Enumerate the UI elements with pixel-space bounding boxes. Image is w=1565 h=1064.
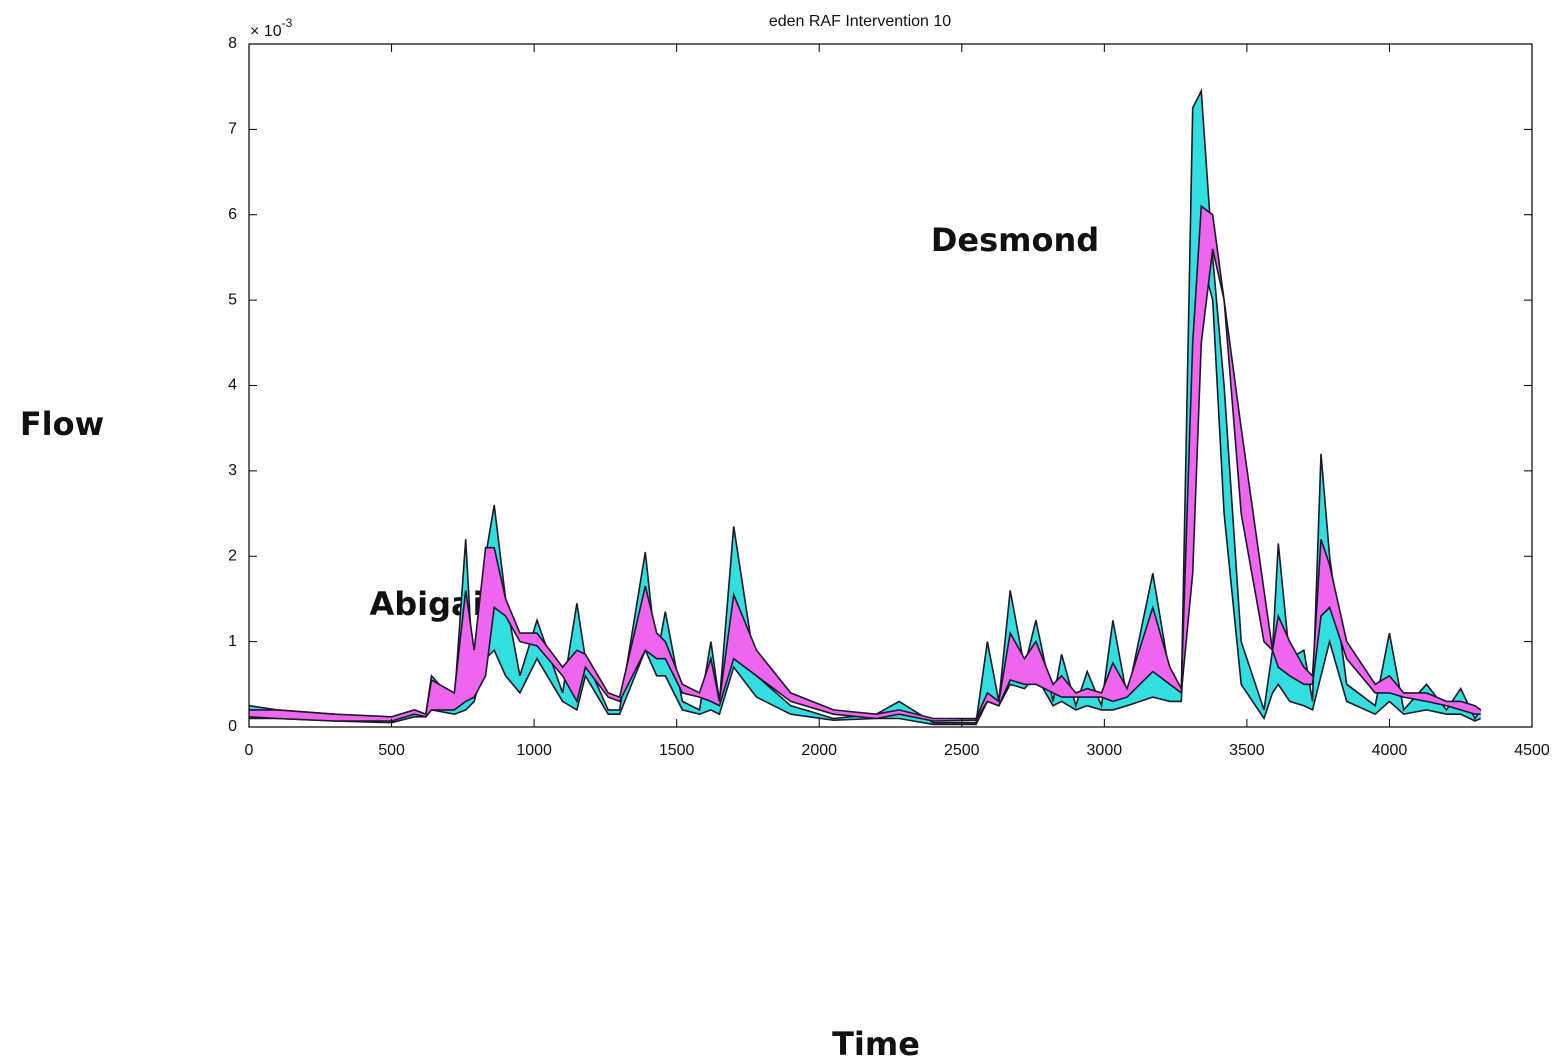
y-tick-label: 0 [228,718,237,735]
y-tick-label: 7 [228,121,237,138]
y-tick-label: 6 [228,206,237,223]
y-tick-label: 1 [228,633,237,650]
y-tick-label: 2 [228,547,237,564]
y-tick-label: 5 [228,291,237,308]
x-tick-label: 1000 [516,742,552,759]
y-tick-label: 4 [228,377,237,394]
band-area [249,91,1481,725]
annotation: Desmond [931,221,1099,259]
x-tick-label: 3500 [1229,742,1265,759]
band-area [249,206,1481,721]
band-lower-line [248,248,1481,722]
annotation: Abigail [369,585,494,623]
x-tick-label: 4500 [1514,742,1550,759]
y-scale-base: × 10 [250,23,282,40]
chart-title: eden RAF Intervention 10 [769,13,951,30]
band-upper-line [249,204,1482,720]
x-tick-label: 2000 [801,742,837,759]
y-scale-exponent: -3 [282,16,293,30]
x-tick-label: 4000 [1372,742,1408,759]
band-upper-line [248,88,1482,724]
x-tick-label: 1500 [659,742,695,759]
x-tick-label: 0 [245,742,254,759]
y-scale-label: × 10-3 [250,16,293,40]
x-tick-label: 2500 [944,742,980,759]
y-tick-label: 3 [228,462,237,479]
x-tick-label: 500 [378,742,405,759]
y-tick-label: 8 [228,35,237,52]
y-axis-label: Flow [20,405,104,443]
x-tick-label: 3000 [1087,742,1123,759]
x-axis-label: Time [832,1025,920,1063]
